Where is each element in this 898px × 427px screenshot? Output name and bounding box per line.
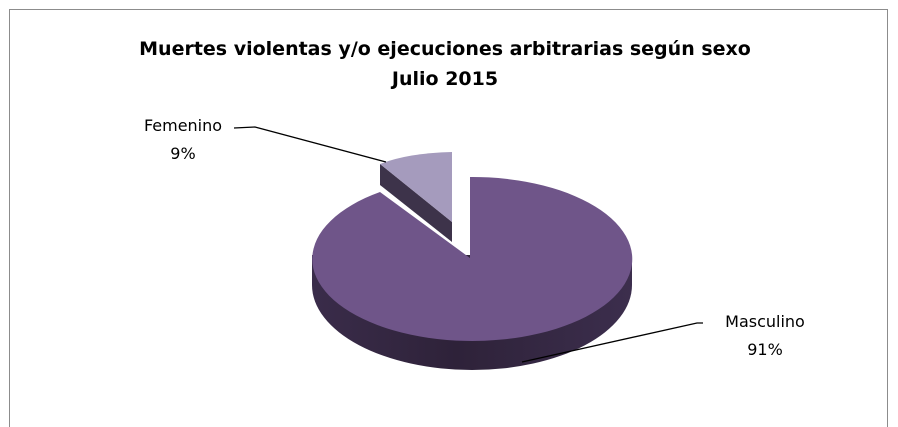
slice-femenino-side xyxy=(380,164,452,242)
label-masculino-name: Masculino xyxy=(725,312,805,331)
label-masculino-value: 91% xyxy=(747,340,783,359)
label-femenino-name: Femenino xyxy=(144,116,222,135)
leader-line-femenino xyxy=(233,126,387,163)
chart-subtitle: Julio 2015 xyxy=(390,68,498,90)
slice-masculino xyxy=(312,176,633,341)
slice-femenino xyxy=(380,152,452,222)
chart-title: Muertes violentas y/o ejecuciones arbitr… xyxy=(139,38,751,60)
leader-line-masculino xyxy=(521,322,703,363)
label-femenino-value: 9% xyxy=(170,144,195,163)
